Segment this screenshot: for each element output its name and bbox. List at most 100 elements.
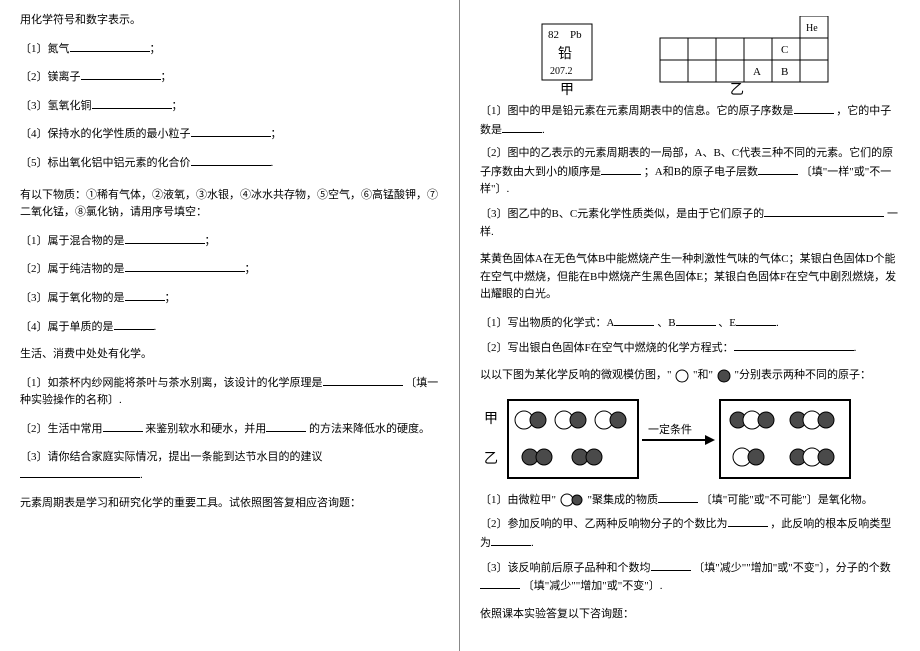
sep: . <box>542 124 545 136</box>
blank <box>70 40 150 52</box>
he-label: He <box>806 23 818 34</box>
blank <box>651 559 691 571</box>
blank <box>323 374 403 386</box>
blank <box>20 466 140 478</box>
l4: 〔4〕属于单质的是 <box>20 321 114 333</box>
blank <box>734 339 854 351</box>
solid-intro: 某黄色固体A在无色气体B中能燃烧产生一种刺激性气味的气体C；某银白色固体D个能在… <box>480 251 900 304</box>
sep: ； <box>161 71 172 83</box>
atom-dark-icon <box>716 368 732 384</box>
c3: 〔3〕请你结合家庭实际情况，提出一条能到达节水目的的建议 <box>20 451 323 463</box>
micro-intro2: "和" <box>693 369 713 381</box>
l2-line: 〔2〕属于纯洁物的是 ； <box>20 260 439 279</box>
micro-intro1: 以以下图为某化学反响的微观模仿图，" <box>480 369 672 381</box>
sep: . <box>854 342 857 354</box>
yi-row: 乙 <box>484 451 498 467</box>
sep: . <box>140 469 143 481</box>
c1-line: 〔1〕如茶杯内纱网能将茶叶与茶水别离，该设计的化学原理是 〔填一种实验操作的名称… <box>20 374 439 410</box>
product-row1 <box>730 411 834 429</box>
blank <box>491 534 531 546</box>
sep: . <box>271 157 274 169</box>
a-label: A <box>753 66 761 78</box>
m2a: 〔2〕参加反响的甲、乙两种反响物分子的个数比为 <box>480 518 728 530</box>
c1a: 〔1〕如茶杯内纱网能将茶叶与茶水别离，该设计的化学原理是 <box>20 377 323 389</box>
periodic-fragment-svg: 82 Pb 铅 207.2 甲 He C <box>540 16 840 96</box>
m2-line: 〔2〕参加反响的甲、乙两种反响物分子的个数比为 ，此反响的根本反响类型为. <box>480 515 900 552</box>
r1a: 〔1〕图中的甲是铅元素在元素周期表中的信息。它的原子序数是 <box>480 105 794 117</box>
q2-line: 〔2〕镁离子 ； <box>20 68 439 87</box>
grid-yi: He C A B 乙 <box>660 16 828 96</box>
jia-molecules <box>515 411 626 429</box>
sep: . <box>154 321 157 333</box>
last-line: 依照课本实验答复以下咨询题： <box>480 606 900 624</box>
blank <box>764 205 884 217</box>
sep: ； <box>165 292 176 304</box>
m3a: 〔3〕该反响前后原子品种和个数均 <box>480 562 651 574</box>
blank <box>125 232 205 244</box>
pb-name: 铅 <box>558 46 572 62</box>
blank <box>81 68 161 80</box>
l3: 〔3〕属于氧化物的是 <box>20 292 125 304</box>
blank <box>125 289 165 301</box>
list-intro: 有以下物质：①稀有气体，②液氧，③水银，④冰水共存物，⑤空气，⑥高锰酸钾，⑦二氧… <box>20 187 439 222</box>
pb-num: 82 <box>548 29 559 41</box>
q5-line: 〔5〕标出氧化铝中铝元素的化合价. <box>20 154 439 173</box>
blank <box>502 121 542 133</box>
micro-diagram-svg: 甲 乙 一定条件 <box>480 395 860 485</box>
c3-line: 〔3〕请你结合家庭实际情况，提出一条能到达节水目的的建议. <box>20 449 439 485</box>
s2-line: 〔2〕写出银白色固体F在空气中燃烧的化学方程式：. <box>480 339 900 358</box>
arrow-label: 一定条件 <box>648 422 692 436</box>
atom-white-icon <box>674 368 690 384</box>
m1b: "聚集成的物质 <box>588 494 659 506</box>
blank <box>794 102 834 114</box>
sep: . <box>531 537 534 549</box>
blank <box>191 154 271 166</box>
l3-line: 〔3〕属于氧化物的是 ； <box>20 289 439 308</box>
c2a: 〔2〕生活中常用 <box>20 423 103 435</box>
blank <box>266 420 306 432</box>
l2: 〔2〕属于纯洁物的是 <box>20 263 125 275</box>
micro-intro-line: 以以下图为某化学反响的微观模仿图，" "和" "分别表示两种不同的原子： <box>480 367 900 385</box>
q4-line: 〔4〕保持水的化学性质的最小粒子 ； <box>20 125 439 144</box>
title: 用化学符号和数字表示。 <box>20 12 439 30</box>
m3c: 〔填"减少""增加"或"不变"〕. <box>523 580 663 592</box>
q1: 〔1〕氮气 <box>20 43 70 55</box>
blank <box>736 314 776 326</box>
sep: ； <box>172 100 183 112</box>
r2b: ；A和B的原子电子层数 <box>644 166 758 178</box>
chem-life: 生活、消费中处处有化学。 <box>20 346 439 364</box>
jia-row: 甲 <box>484 412 498 427</box>
left-column: 用化学符号和数字表示。 〔1〕氮气 ； 〔2〕镁离子 ； 〔3〕氢氧化铜 ； 〔4〕保… <box>0 0 460 651</box>
blank <box>191 125 271 137</box>
c2b: 来鉴别软水和硬水，并用 <box>145 423 266 435</box>
s1e: 、E <box>718 317 736 329</box>
sep: ； <box>271 128 282 140</box>
m1a: 〔1〕由微粒甲" <box>480 494 556 506</box>
blank <box>125 260 245 272</box>
l1: 〔1〕属于混合物的是 <box>20 235 125 247</box>
product-row2 <box>733 448 834 466</box>
m3-line: 〔3〕该反响前后原子品种和个数均 〔填"减少""增加"或"不变"〕，分子的个数 … <box>480 559 900 596</box>
blank <box>601 163 641 175</box>
q5: 〔5〕标出氧化铝中铝元素的化合价 <box>20 157 191 169</box>
periodic-intro: 元素周期表是学习和研究化学的重要工具。试依照图答复相应咨询题： <box>20 495 439 513</box>
micro-intro3: "分别表示两种不同的原子： <box>734 369 871 381</box>
blank <box>676 314 716 326</box>
q2: 〔2〕镁离子 <box>20 71 81 83</box>
r1-line: 〔1〕图中的甲是铅元素在元素周期表中的信息。它的原子序数是 ，它的中子数是. <box>480 102 900 139</box>
q4: 〔4〕保持水的化学性质的最小粒子 <box>20 128 191 140</box>
blank <box>614 314 654 326</box>
c2-line: 〔2〕生活中常用 来鉴别软水和硬水，并用 的方法来降低水的硬度。 <box>20 420 439 439</box>
blank <box>480 577 520 589</box>
blank <box>758 163 798 175</box>
q3: 〔3〕氢氧化铜 <box>20 100 92 112</box>
right-column: 82 Pb 铅 207.2 甲 He C <box>460 0 920 651</box>
c-label: C <box>781 44 788 56</box>
blank <box>658 491 698 503</box>
sep: ； <box>150 43 161 55</box>
b-label: B <box>781 66 788 78</box>
s1-line: 〔1〕写出物质的化学式：A 、B 、E. <box>480 314 900 333</box>
sep: ； <box>245 263 256 275</box>
m3b: 〔填"减少""增加"或"不变"〕，分子的个数 <box>693 562 890 574</box>
s1b: 、B <box>657 317 675 329</box>
